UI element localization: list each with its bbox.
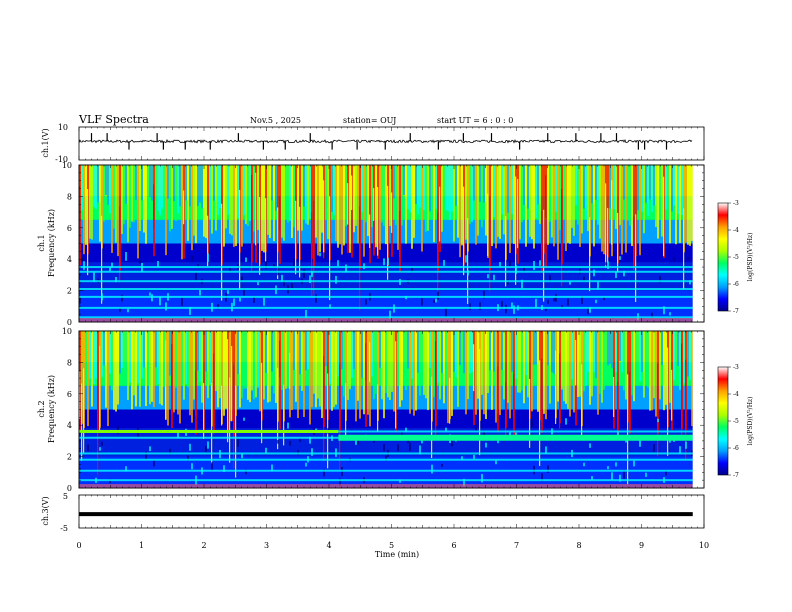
frequency-band	[79, 469, 693, 472]
ch2-colorbar-label: log(PSD)(V²/Hz)	[747, 397, 754, 446]
time-tick-label: 7	[514, 541, 519, 550]
ch2-frequency-axis-label: Frequency (kHz)	[47, 375, 56, 443]
frequency-tick-label: 10	[62, 161, 72, 170]
frequency-band	[79, 458, 693, 461]
colorbar-tick-label: -4	[733, 227, 739, 234]
frequency-tick-label: 4	[67, 255, 72, 264]
frequency-tick-label: 4	[67, 421, 72, 430]
ch3-waveform-label: ch.3(V)	[41, 496, 50, 525]
frequency-band	[79, 316, 693, 319]
ch1-channel-label: ch.1	[37, 234, 46, 251]
time-tick-label: 4	[326, 541, 331, 550]
colorbar-tick-label: -7	[733, 472, 739, 479]
ch1-colorbar-gradient	[717, 202, 729, 312]
colorbar-tick-label: -5	[733, 418, 739, 425]
band-after-shift	[338, 434, 693, 441]
time-axis-label: Time (min)	[375, 550, 419, 559]
ch1-spikes	[90, 133, 668, 150]
time-tick-label: 5	[389, 541, 394, 550]
colorbar-tick-label: -3	[733, 364, 739, 371]
ch2-spectrogram-image	[79, 331, 704, 488]
colorbar-tick-label: -5	[733, 254, 739, 261]
band-before-shift	[79, 429, 339, 433]
time-tick-label: 10	[699, 541, 709, 550]
frequency-band	[79, 280, 693, 283]
frequency-tick-label: 2	[67, 287, 72, 296]
frequency-band	[79, 479, 693, 482]
ch1-spectrogram-image	[79, 165, 704, 322]
ch1-colorbar-ticks: -3 -4 -5 -6 -7	[728, 200, 739, 315]
ch1-frequency-ticks: 0 2 4 6 8 10	[62, 161, 704, 327]
frequency-band	[79, 270, 693, 273]
frequency-band	[79, 295, 693, 298]
ch2-colorbar: -3 -4 -5 -6 -7 log(PSD)(V²/Hz)	[717, 364, 754, 479]
frequency-band	[79, 306, 693, 309]
colorbar-tick-label: -6	[733, 281, 739, 288]
ch3-tick-top: 5	[63, 492, 68, 501]
frequency-band	[79, 266, 693, 269]
time-tick-label: 2	[201, 541, 206, 550]
frequency-band	[79, 430, 693, 433]
frequency-tick-label: 0	[67, 318, 72, 327]
ch2-channel-label: ch.2	[37, 400, 46, 417]
time-tick-label: 9	[639, 541, 644, 550]
time-tick-label: 6	[451, 541, 456, 550]
colorbar-tick-label: -4	[733, 391, 739, 398]
time-axis-ticks: 0 1 2 3 4 5 6 7 8 9 10	[76, 127, 709, 550]
time-tick-label: 3	[264, 541, 269, 550]
time-tick-label: 1	[139, 541, 144, 550]
colorbar-tick-label: -3	[733, 200, 739, 207]
frequency-tick-label: 8	[67, 358, 72, 367]
frequency-tick-label: 2	[67, 453, 72, 462]
frequency-tick-label: 6	[67, 390, 72, 399]
colorbar-tick-label: -6	[733, 445, 739, 452]
frequency-band	[79, 452, 693, 455]
ch1-frequency-axis-label: Frequency (kHz)	[47, 209, 56, 277]
frequency-tick-label: 0	[67, 484, 72, 493]
ch1-colorbar: -3 -4 -5 -6 -7 log(PSD)(V²/Hz)	[717, 200, 754, 315]
ch2-colorbar-ticks: -3 -4 -5 -6 -7	[728, 364, 739, 479]
ch2-frequency-ticks: 0 2 4 6 8 10	[62, 327, 704, 493]
figure-title: VLF Spectra	[78, 113, 149, 126]
ch1-waveform-panel: 10 -10 ch.1(V)	[41, 123, 705, 164]
date-label: Nov.5 , 2025	[250, 116, 301, 125]
time-tick-label: 0	[76, 541, 81, 550]
ch1-tick-bottom: -10	[55, 155, 68, 164]
ch1-tick-top: 10	[58, 123, 68, 132]
ch1-waveform-frame	[78, 126, 705, 161]
ch2-spectrogram-panel: 0 2 4 6 8 10 ch.2 Frequency (kHz)	[37, 327, 705, 493]
station-label: station= OUJ	[343, 116, 396, 125]
colorbar-tick-label: -7	[733, 308, 739, 315]
ch1-colorbar-label: log(PSD)(V²/Hz)	[747, 233, 754, 282]
ch1-waveform-label: ch.1(V)	[41, 128, 50, 157]
frequency-tick-label: 8	[67, 192, 72, 201]
ch3-tick-bottom: -5	[60, 524, 68, 533]
frequency-band	[79, 288, 693, 291]
time-tick-label: 8	[576, 541, 581, 550]
frequency-tick-label: 10	[62, 327, 72, 336]
ch2-colorbar-gradient	[717, 366, 729, 476]
frequency-tick-label: 6	[67, 224, 72, 233]
start-time-label: start UT = 6 : 0 : 0	[437, 116, 513, 125]
ch3-waveform-frame	[78, 494, 705, 529]
ch1-spectrogram-panel: 0 2 4 6 8 10 ch.1 Frequency (kHz)	[37, 161, 705, 327]
